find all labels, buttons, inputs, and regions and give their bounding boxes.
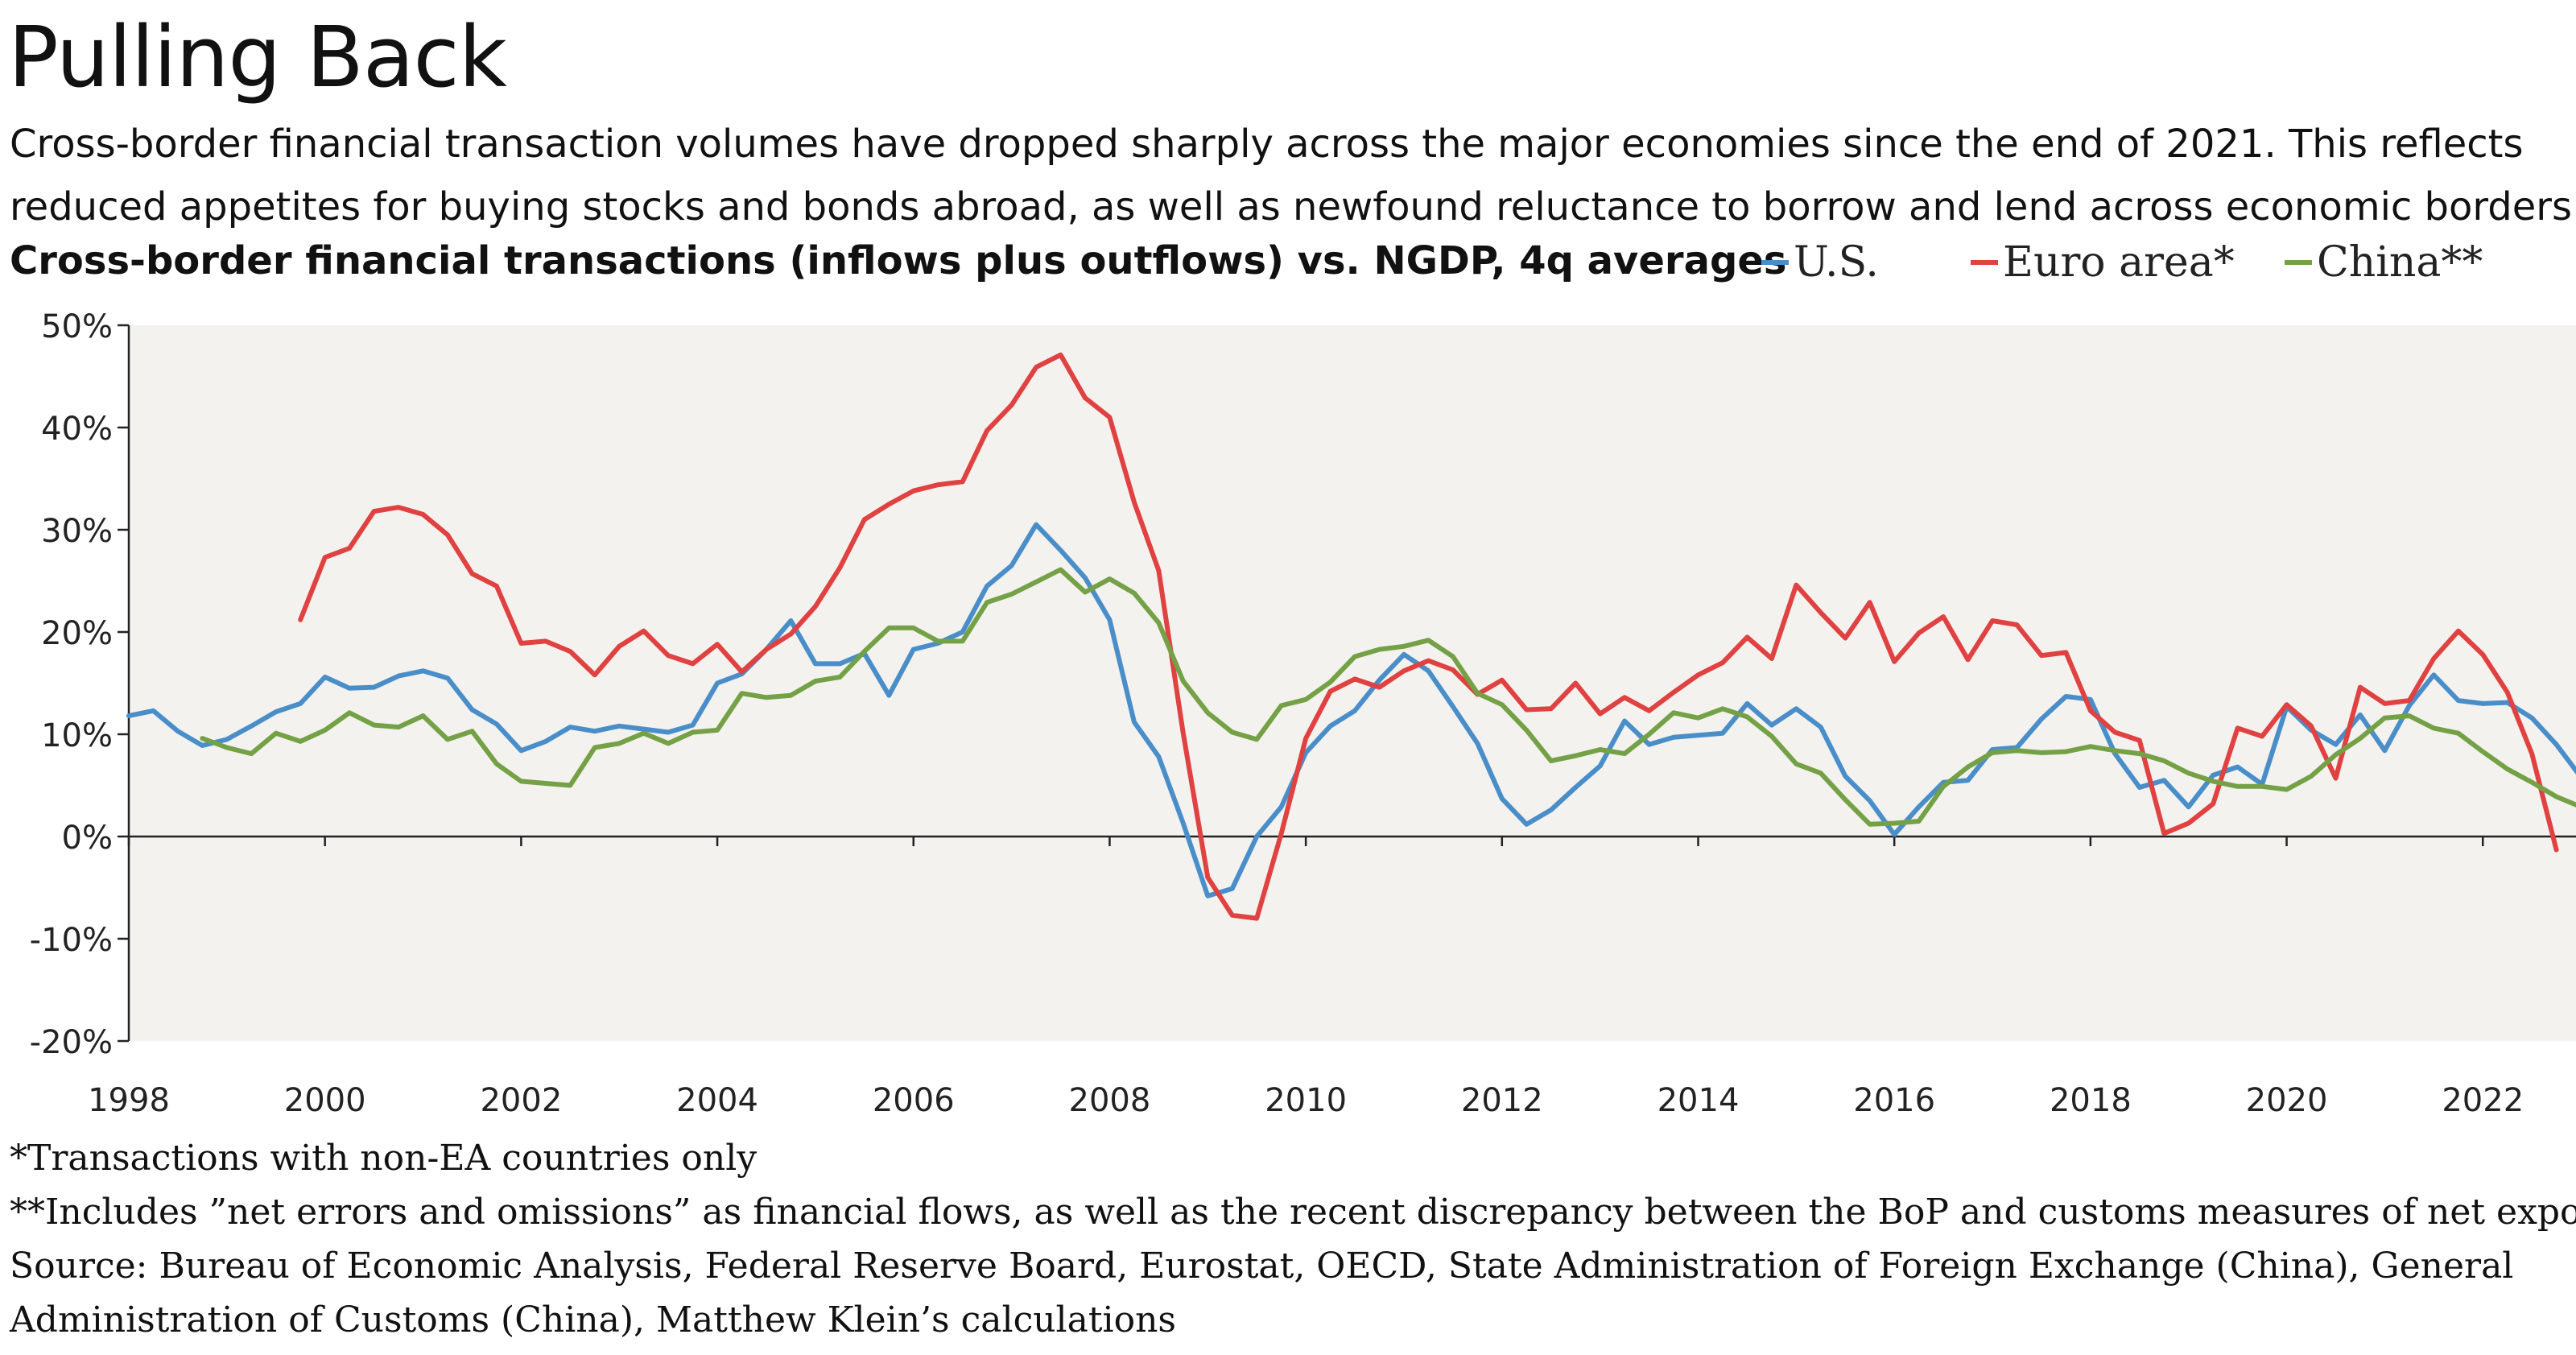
subtitle: Cross-border financial transaction volum… <box>10 113 2576 238</box>
source-line-1: Source: Bureau of Economic Analysis, Fed… <box>10 1246 2514 1287</box>
legend-label-us: U.S. <box>1794 238 1879 287</box>
x-tick-label: 2000 <box>284 1082 366 1119</box>
x-tick-label: 2014 <box>1657 1082 1740 1119</box>
plot-area <box>129 325 2576 1041</box>
series-line-china <box>200 567 2576 827</box>
x-tick-label: 1998 <box>88 1082 170 1119</box>
footnotes: *Transactions with non-EA countries only… <box>10 1131 2576 1347</box>
y-tick-label: 10% <box>41 717 113 754</box>
x-tick-label: 2012 <box>1461 1082 1543 1119</box>
y-tick-label: 50% <box>41 308 113 345</box>
legend-item-us: U.S. <box>1761 238 1879 287</box>
subtitle-line-2: reduced appetites for buying stocks and … <box>10 184 2576 229</box>
x-tick-label: 2008 <box>1069 1082 1151 1119</box>
legend-label-euro: Euro area* <box>2003 238 2235 287</box>
line-chart: -20% -10% 0% 10% 20% 30% 40% 50% 1998 2000 2002 200… <box>30 308 2576 1119</box>
chart-title: Cross-border financial transactions (inf… <box>10 238 1787 283</box>
series-line-us <box>126 522 2576 899</box>
subtitle-line-1: Cross-border financial transaction volum… <box>10 122 2524 167</box>
page-title: Pulling Back <box>8 8 507 106</box>
x-tick-label: 2018 <box>2050 1082 2132 1119</box>
legend-item-euro: Euro area* <box>1971 238 2235 287</box>
legend-swatch-china <box>2285 260 2312 265</box>
y-tick-label: 20% <box>41 615 113 652</box>
x-tick-label: 2010 <box>1265 1082 1347 1119</box>
y-tick-label: 40% <box>41 411 113 448</box>
footnote-china: **Includes ”net errors and omissions” as… <box>10 1192 2576 1233</box>
y-tick-label: 0% <box>62 820 113 857</box>
legend-label-china: China** <box>2317 238 2483 287</box>
x-tick-label: 2006 <box>873 1082 955 1119</box>
x-tick-label: 2020 <box>2246 1082 2328 1119</box>
x-tick-label: 2022 <box>2442 1082 2524 1119</box>
y-tick-label: -10% <box>30 922 113 959</box>
legend-swatch-us <box>1761 260 1789 265</box>
x-tick-label: 2004 <box>676 1082 758 1119</box>
legend-item-china: China** <box>2285 238 2483 287</box>
y-tick-label: 30% <box>41 513 113 550</box>
series-line-euro <box>298 352 2559 921</box>
footnote-euro-area: *Transactions with non-EA countries only <box>10 1138 758 1179</box>
y-tick-label: -20% <box>30 1024 113 1061</box>
x-tick-label: 2002 <box>480 1082 562 1119</box>
x-tick-label: 2016 <box>1853 1082 1935 1119</box>
legend-swatch-euro <box>1971 260 1998 265</box>
source-line-2: Administration of Customs (China), Matth… <box>10 1299 1177 1341</box>
